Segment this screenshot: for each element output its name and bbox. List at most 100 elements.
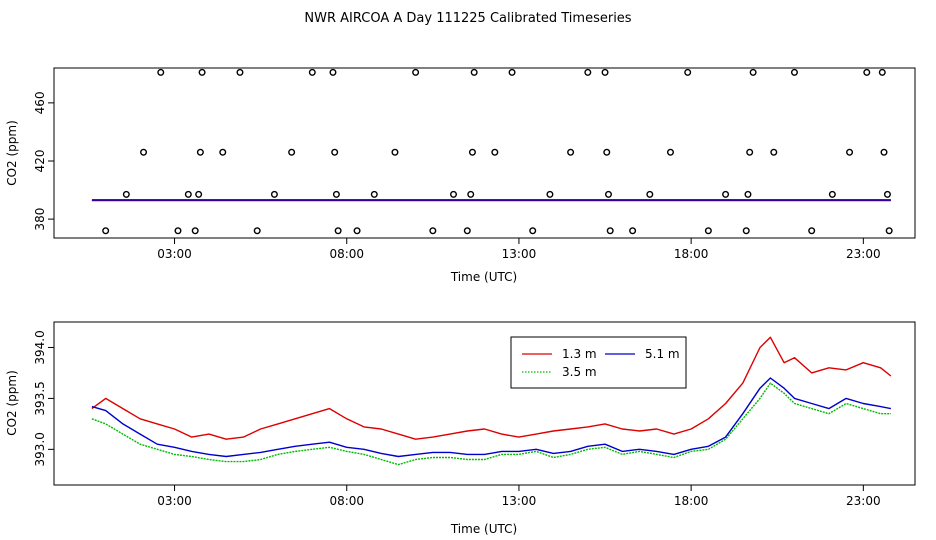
flask-point bbox=[885, 227, 893, 235]
flask-point bbox=[370, 190, 378, 198]
series-line-1-3-m bbox=[91, 336, 892, 440]
y-tick-label: 394.0 bbox=[33, 330, 47, 364]
flask-point bbox=[450, 190, 458, 198]
flask-point bbox=[684, 68, 692, 76]
flask-point bbox=[863, 68, 871, 76]
flask-point bbox=[332, 190, 340, 198]
flask-point bbox=[880, 148, 888, 156]
chart-title: NWR AIRCOA A Day 111225 Calibrated Times… bbox=[304, 11, 631, 26]
flask-point bbox=[606, 227, 614, 235]
flask-point bbox=[603, 148, 611, 156]
top-panel: 03:00 08:00 13:00 18:00 23:00 380 420 460 Time… bbox=[5, 67, 916, 284]
flask-point bbox=[196, 148, 204, 156]
flask-point bbox=[722, 190, 730, 198]
flask-point bbox=[468, 148, 476, 156]
x-tick-label: 18:00 bbox=[674, 494, 709, 508]
flask-point bbox=[198, 68, 206, 76]
x-tick-label: 13:00 bbox=[502, 247, 537, 261]
bottom-panel-y-label: CO2 (ppm) bbox=[5, 370, 19, 436]
flask-point bbox=[412, 68, 420, 76]
flask-point bbox=[828, 190, 836, 198]
flask-point bbox=[184, 190, 192, 198]
bottom-panel: 03:00 08:00 13:00 18:00 23:00 393.0 393.5 394.… bbox=[5, 321, 916, 536]
bottom-panel-x-ticks: 03:00 08:00 13:00 18:00 23:00 bbox=[157, 485, 881, 508]
y-tick-label: 393.0 bbox=[33, 432, 47, 466]
flask-point bbox=[191, 227, 199, 235]
top-panel-y-label: CO2 (ppm) bbox=[5, 120, 19, 186]
series-line-5-1-m bbox=[91, 377, 892, 458]
flask-point bbox=[604, 190, 612, 198]
x-tick-label: 03:00 bbox=[157, 494, 192, 508]
flask-point bbox=[331, 148, 339, 156]
flask-point bbox=[236, 68, 244, 76]
x-tick-label: 23:00 bbox=[846, 494, 881, 508]
top-panel-x-label: Time (UTC) bbox=[450, 270, 517, 284]
flask-point bbox=[329, 68, 337, 76]
flask-point bbox=[629, 227, 637, 235]
flask-point bbox=[334, 227, 342, 235]
bottom-panel-x-label: Time (UTC) bbox=[450, 522, 517, 536]
flask-point bbox=[508, 68, 516, 76]
flask-point bbox=[308, 68, 316, 76]
flask-point bbox=[746, 148, 754, 156]
flask-point bbox=[749, 68, 757, 76]
flask-point bbox=[546, 190, 554, 198]
x-tick-label: 08:00 bbox=[329, 494, 364, 508]
flask-point bbox=[846, 148, 854, 156]
flask-point bbox=[770, 148, 778, 156]
flask-point bbox=[584, 68, 592, 76]
flask-point bbox=[883, 190, 891, 198]
series-line-3-5-m bbox=[91, 382, 891, 466]
flask-point bbox=[391, 148, 399, 156]
flask-point bbox=[470, 68, 478, 76]
y-tick-label: 460 bbox=[33, 91, 47, 114]
y-tick-label: 420 bbox=[33, 150, 47, 173]
bottom-panel-y-ticks: 393.0 393.5 394.0 bbox=[33, 330, 54, 467]
x-tick-label: 08:00 bbox=[329, 247, 364, 261]
flask-point bbox=[140, 148, 148, 156]
flask-point bbox=[790, 68, 798, 76]
legend: 1.3 m 5.1 m 3.5 m bbox=[510, 336, 687, 389]
flask-point bbox=[253, 227, 261, 235]
flask-point bbox=[878, 68, 886, 76]
flask-point bbox=[122, 190, 130, 198]
legend-label-1-3m: 1.3 m bbox=[562, 347, 597, 361]
y-tick-label: 393.5 bbox=[33, 381, 47, 415]
flask-point bbox=[491, 148, 499, 156]
flask-point bbox=[102, 227, 110, 235]
flask-point bbox=[742, 227, 750, 235]
flask-point bbox=[666, 148, 674, 156]
flask-point bbox=[353, 227, 361, 235]
y-tick-label: 380 bbox=[33, 208, 47, 231]
x-tick-label: 03:00 bbox=[157, 247, 192, 261]
flask-point bbox=[467, 190, 475, 198]
flask-point bbox=[567, 148, 575, 156]
flask-point bbox=[429, 227, 437, 235]
bottom-panel-marks bbox=[91, 336, 892, 466]
flask-point bbox=[646, 190, 654, 198]
legend-box bbox=[510, 336, 687, 389]
legend-label-5-1m: 5.1 m bbox=[645, 347, 680, 361]
top-panel-frame bbox=[53, 67, 916, 239]
top-panel-marks bbox=[91, 68, 893, 235]
flask-point bbox=[744, 190, 752, 198]
flask-point bbox=[174, 227, 182, 235]
legend-label-3-5m: 3.5 m bbox=[562, 365, 597, 379]
bottom-panel-frame bbox=[53, 321, 916, 486]
flask-point bbox=[270, 190, 278, 198]
flask-point bbox=[808, 227, 816, 235]
x-tick-label: 13:00 bbox=[502, 494, 537, 508]
flask-point bbox=[529, 227, 537, 235]
flask-point bbox=[157, 68, 165, 76]
top-panel-x-ticks: 03:00 08:00 13:00 18:00 23:00 bbox=[157, 238, 881, 261]
flask-point bbox=[463, 227, 471, 235]
flask-point bbox=[288, 148, 296, 156]
x-tick-label: 18:00 bbox=[674, 247, 709, 261]
flask-point bbox=[601, 68, 609, 76]
flask-point bbox=[704, 227, 712, 235]
x-tick-label: 23:00 bbox=[846, 247, 881, 261]
flask-point bbox=[219, 148, 227, 156]
top-panel-y-ticks: 380 420 460 bbox=[33, 91, 54, 231]
flask-point bbox=[195, 190, 203, 198]
